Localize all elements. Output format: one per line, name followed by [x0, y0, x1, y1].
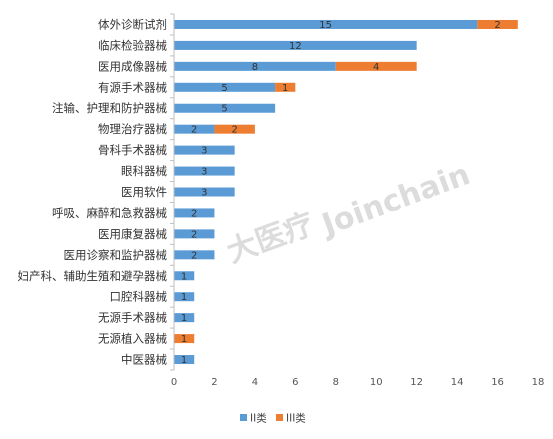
category-label: 有源手术器械	[98, 80, 167, 94]
bar-segment-class-ii	[174, 145, 235, 155]
category-label: 医用康复器械	[98, 227, 167, 241]
legend-label: II类	[250, 412, 267, 425]
data-label: 2	[494, 20, 500, 31]
bar-segment-class-iii	[477, 19, 518, 29]
legend: II类 III类	[240, 412, 306, 425]
bar-segment-class-ii	[174, 313, 195, 323]
data-label: 1	[181, 292, 187, 303]
watermark-brand-en: Joinchain	[316, 157, 475, 243]
x-tick-label: 0	[171, 377, 177, 388]
data-label: 1	[181, 355, 187, 366]
data-label: 5	[221, 104, 227, 115]
x-tick-label: 6	[292, 377, 298, 388]
data-label: 2	[191, 208, 197, 219]
x-axis: 0 2 4 6 8 10 12 14 16 18	[171, 377, 545, 388]
bars	[174, 19, 518, 365]
category-label: 无源手术器械	[98, 311, 167, 325]
watermark-brand-cn: 大医疗	[222, 206, 319, 270]
legend-swatch-class-ii	[240, 414, 247, 421]
category-label: 物理治疗器械	[98, 122, 167, 136]
category-label: 口腔科器械	[110, 290, 168, 304]
data-label: 2	[191, 229, 197, 240]
data-label: 8	[252, 62, 258, 73]
data-label: 12	[289, 41, 302, 52]
category-label: 医用成像器械	[98, 59, 167, 73]
bar-segment-class-iii	[214, 124, 255, 134]
bar-segment-class-ii	[174, 124, 215, 134]
data-label: 2	[231, 125, 237, 136]
data-label: 15	[319, 20, 332, 31]
legend-label: III类	[286, 412, 306, 425]
bar-segment-class-ii	[174, 40, 417, 50]
bar-segment-class-ii	[174, 208, 215, 218]
bar-segment-class-ii	[174, 292, 195, 302]
data-label: 1	[181, 271, 187, 282]
x-tick-label: 10	[370, 377, 383, 388]
data-label: 3	[201, 167, 207, 178]
bar-segment-class-ii	[174, 271, 195, 281]
category-label: 医用诊察和监护器械	[64, 248, 168, 262]
x-tick-label: 16	[491, 377, 504, 388]
bar-segment-class-iii	[275, 82, 296, 92]
category-label: 体外诊断试剂	[98, 17, 167, 31]
data-label: 1	[181, 334, 187, 345]
bar-segment-class-iii	[174, 334, 195, 344]
data-label: 2	[191, 125, 197, 136]
bar-segment-class-iii	[335, 61, 417, 71]
data-label: 1	[181, 313, 187, 324]
data-label: 5	[221, 83, 227, 94]
category-label: 中医器械	[121, 353, 167, 367]
category-axis: 体外诊断试剂临床检验器械医用成像器械有源手术器械注输、护理和防护器械物理治疗器械…	[18, 13, 174, 371]
data-label: 2	[191, 250, 197, 261]
bar-segment-class-ii	[174, 103, 276, 113]
bar-segment-class-ii	[174, 82, 276, 92]
x-tick-label: 2	[211, 377, 217, 388]
watermark: 大医疗 Joinchain	[222, 157, 474, 270]
x-tick-label: 8	[333, 377, 339, 388]
bar-segment-class-ii	[174, 250, 215, 260]
x-tick-label: 4	[252, 377, 258, 388]
bar-segment-class-ii	[174, 61, 336, 71]
category-label: 无源植入器械	[98, 332, 167, 346]
bar-segment-class-ii	[174, 19, 478, 29]
legend-swatch-class-iii	[276, 414, 283, 421]
data-label: 1	[282, 83, 288, 94]
bar-segment-class-ii	[174, 229, 215, 239]
category-label: 注输、护理和防护器械	[52, 101, 167, 115]
category-label: 骨科手术器械	[98, 143, 167, 157]
data-label: 3	[201, 188, 207, 199]
category-label: 医用软件	[121, 185, 167, 199]
category-label: 妇产科、辅助生殖和避孕器械	[18, 269, 168, 283]
data-label: 3	[201, 146, 207, 157]
category-label: 呼吸、麻醉和急救器械	[52, 206, 167, 220]
bar-segment-class-ii	[174, 166, 235, 176]
x-tick-label: 12	[410, 377, 423, 388]
bar-segment-class-ii	[174, 355, 195, 365]
bar-segment-class-ii	[174, 187, 235, 197]
category-label: 临床检验器械	[98, 38, 167, 52]
x-tick-label: 14	[451, 377, 464, 388]
data-label: 4	[373, 62, 379, 73]
x-tick-label: 18	[532, 377, 545, 388]
category-label: 眼科器械	[121, 164, 167, 178]
